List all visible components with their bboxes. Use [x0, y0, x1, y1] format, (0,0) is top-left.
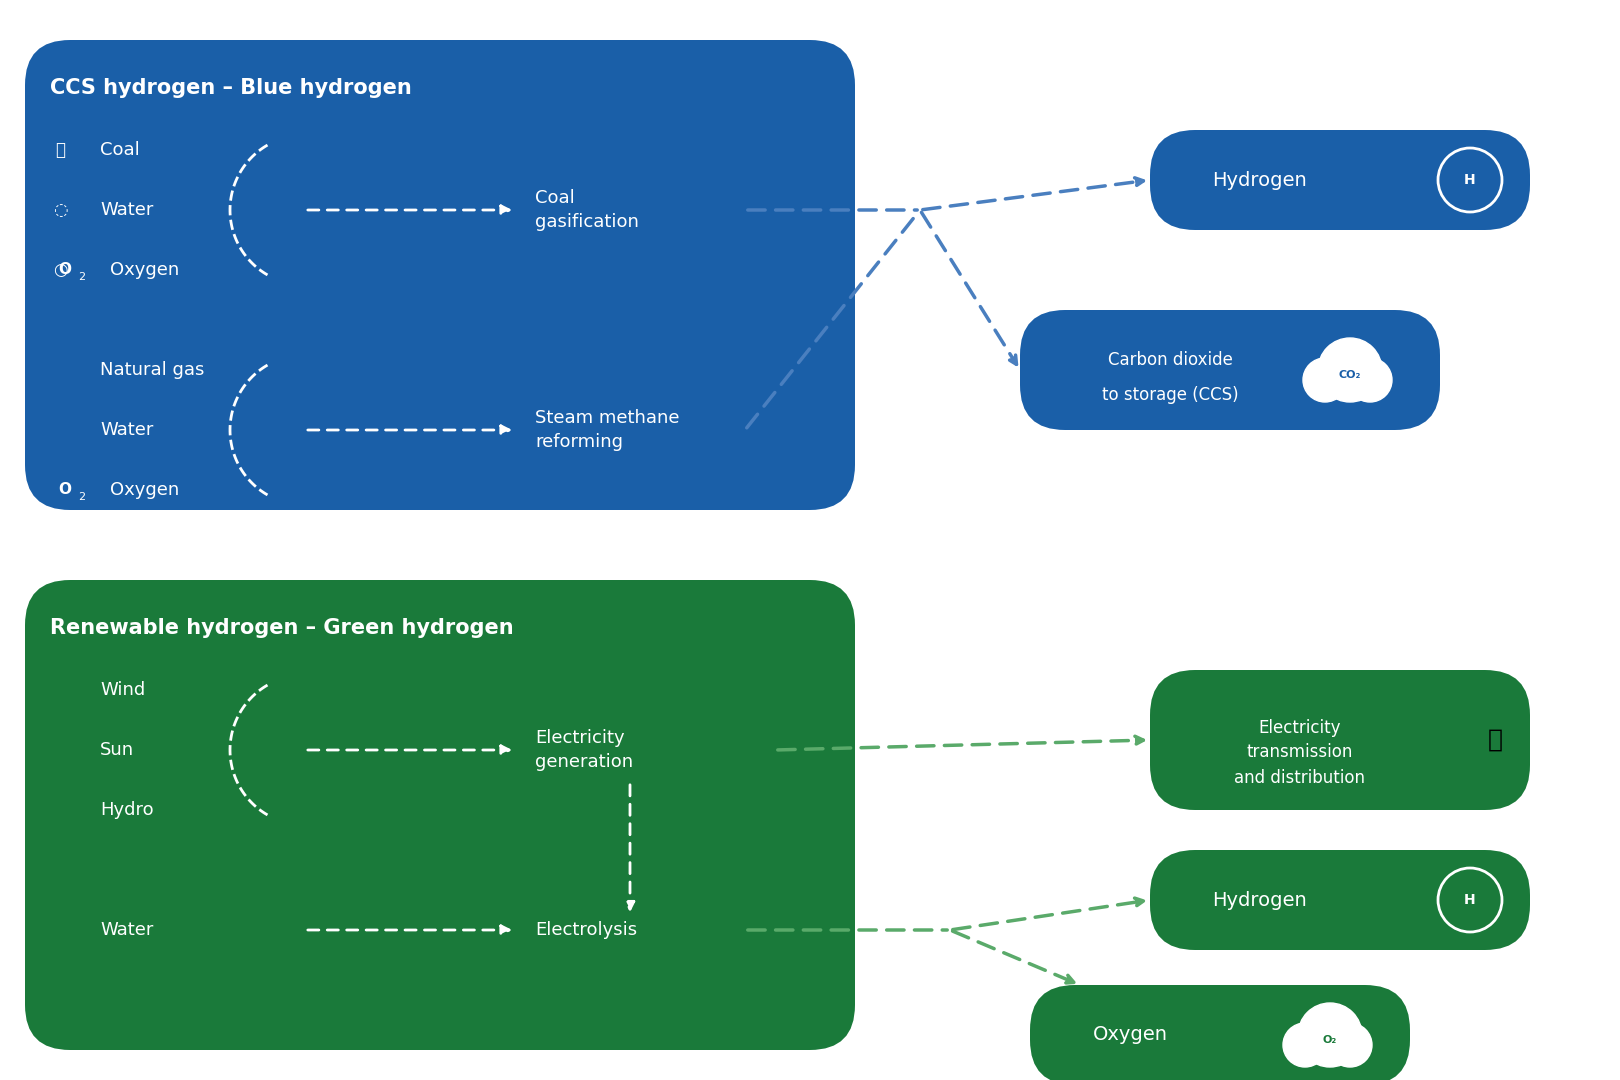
Text: transmission: transmission [1247, 743, 1353, 761]
Text: O: O [58, 483, 71, 498]
FancyBboxPatch shape [24, 580, 855, 1050]
FancyBboxPatch shape [1150, 130, 1529, 230]
Circle shape [1298, 1003, 1362, 1067]
Text: Water: Water [100, 201, 154, 219]
Text: Oxygen: Oxygen [1092, 1026, 1168, 1044]
Text: Oxygen: Oxygen [110, 481, 180, 499]
Text: and distribution: and distribution [1234, 769, 1366, 787]
Text: CO₂: CO₂ [1338, 370, 1361, 380]
Text: ◌: ◌ [53, 201, 68, 219]
Text: Natural gas: Natural gas [100, 361, 204, 379]
Text: ○: ○ [53, 261, 68, 279]
Text: Electrolysis: Electrolysis [535, 921, 637, 939]
Text: Coal
gasification: Coal gasification [535, 189, 638, 231]
Text: Hydrogen: Hydrogen [1213, 891, 1307, 909]
Text: Oxygen: Oxygen [110, 261, 180, 279]
Text: Steam methane
reforming: Steam methane reforming [535, 409, 679, 450]
FancyBboxPatch shape [24, 40, 855, 510]
Circle shape [1348, 357, 1392, 402]
Circle shape [1302, 357, 1346, 402]
Text: CCS hydrogen – Blue hydrogen: CCS hydrogen – Blue hydrogen [50, 78, 411, 98]
Text: Coal: Coal [100, 141, 139, 159]
Text: Renewable hydrogen – Green hydrogen: Renewable hydrogen – Green hydrogen [50, 618, 514, 638]
Text: O₂: O₂ [1324, 1035, 1336, 1045]
Text: 2: 2 [78, 492, 86, 502]
Text: 2: 2 [78, 272, 86, 282]
Text: Carbon dioxide: Carbon dioxide [1108, 351, 1233, 369]
Text: Hydro: Hydro [100, 801, 154, 819]
Text: Electricity: Electricity [1259, 719, 1341, 737]
FancyBboxPatch shape [1021, 310, 1440, 430]
Text: Electricity
generation: Electricity generation [535, 729, 633, 771]
Circle shape [1319, 338, 1382, 402]
Text: Water: Water [100, 921, 154, 939]
FancyBboxPatch shape [1150, 850, 1529, 950]
Text: Sun: Sun [100, 741, 134, 759]
Text: Water: Water [100, 421, 154, 438]
Circle shape [1328, 1023, 1372, 1067]
Text: 🔌: 🔌 [1487, 728, 1502, 752]
FancyBboxPatch shape [1030, 985, 1409, 1080]
Text: Wind: Wind [100, 681, 146, 699]
Text: ⛏: ⛏ [55, 141, 65, 159]
Text: H: H [1464, 173, 1476, 187]
Text: to storage (CCS): to storage (CCS) [1102, 386, 1238, 404]
Text: H: H [1464, 893, 1476, 907]
Text: Hydrogen: Hydrogen [1213, 171, 1307, 189]
Circle shape [1283, 1023, 1327, 1067]
Text: O: O [58, 262, 71, 278]
FancyBboxPatch shape [1150, 670, 1529, 810]
